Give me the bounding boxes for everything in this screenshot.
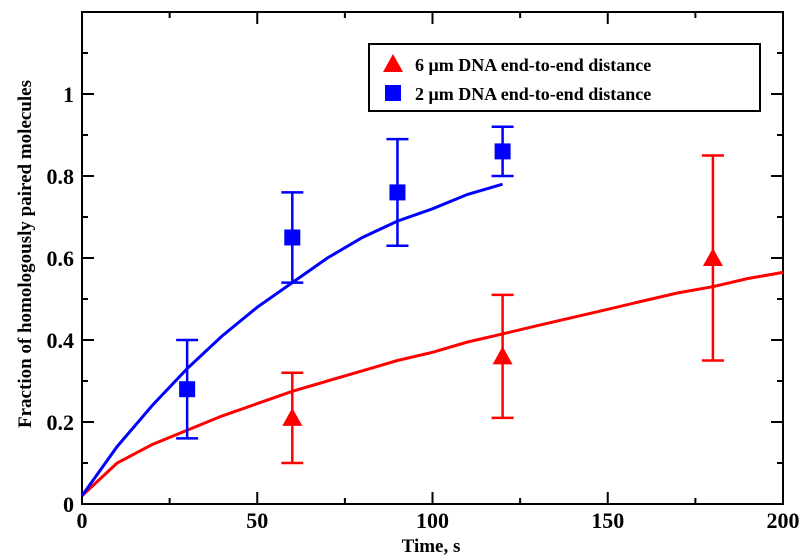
series-triangle (80, 154, 784, 497)
x-tick-label: 100 (416, 508, 449, 533)
legend-marker (383, 54, 403, 72)
x-tick-label: 50 (246, 508, 268, 533)
data-point (284, 229, 301, 246)
series-square (80, 125, 514, 497)
y-tick-label: 0.2 (47, 410, 75, 435)
y-tick-label: 0 (63, 492, 74, 517)
legend: 6 μm DNA end-to-end distance 2 μm DNA end… (368, 43, 761, 112)
legend-marker (385, 85, 401, 101)
y-tick-label: 0.8 (47, 164, 75, 189)
data-point (494, 143, 511, 160)
x-axis-label: Time, s (402, 536, 461, 557)
data-point (179, 381, 196, 398)
legend-label: 6 μm DNA end-to-end distance (415, 55, 651, 75)
y-axis-title: Fraction of homologously paired molecule… (15, 80, 36, 428)
data-point (702, 248, 723, 266)
y-tick-label: 0.6 (47, 246, 75, 271)
plot-area: 0 50 100 150 200 0 0.2 0.4 0.6 0.8 1 6 μm DNA end-t… (47, 11, 800, 533)
fit-curve (80, 270, 784, 497)
y-tick-label: 1 (63, 82, 74, 107)
x-tick-label: 200 (767, 508, 800, 533)
data-point (492, 346, 513, 365)
legend-label: 2 μm DNA end-to-end distance (415, 84, 651, 104)
x-tick-label: 150 (591, 508, 624, 533)
y-tick-label: 0.4 (47, 328, 75, 353)
data-point (282, 407, 303, 426)
legend-box (368, 43, 761, 112)
y-axis-label: Fraction of homologously paired molecule… (15, 80, 36, 428)
data-point (389, 184, 406, 201)
x-tick-label: 0 (77, 508, 88, 533)
